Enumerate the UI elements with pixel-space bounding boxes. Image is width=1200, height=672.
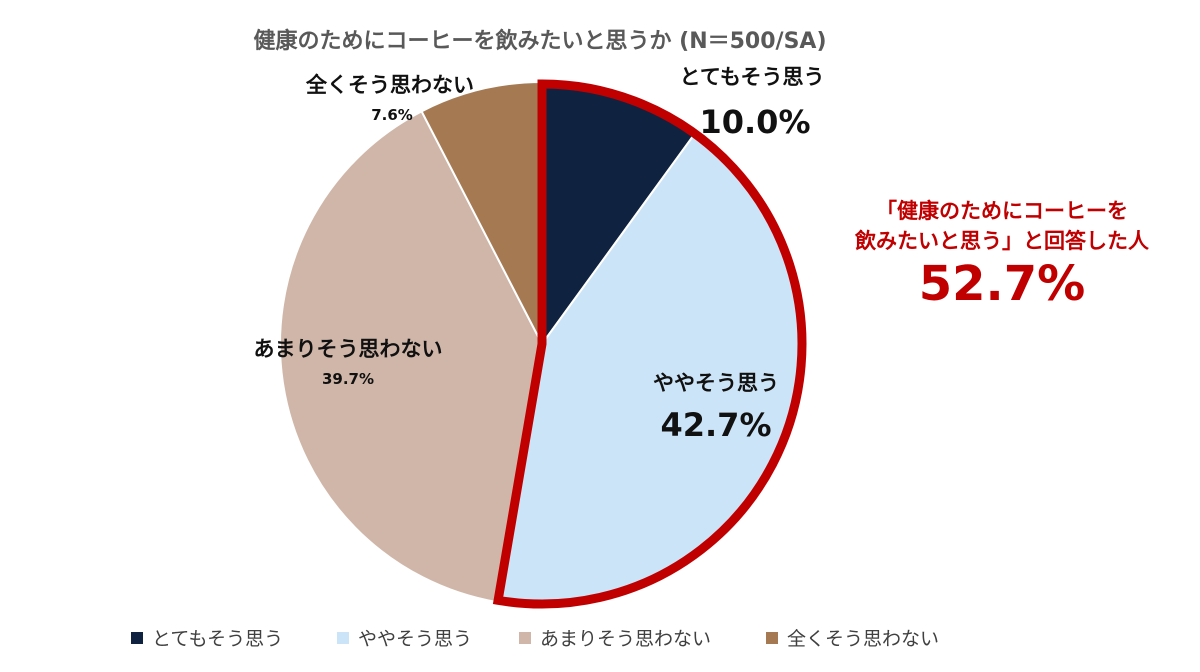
slice-label-amari: あまりそう思わない [254,337,443,361]
callout-line-2: 飲みたいと思う」と回答した人 [854,229,1149,253]
chart-title: 健康のためにコーヒーを飲みたいと思うか (N＝500/SA) [253,28,826,54]
pie-slices [279,80,805,607]
legend-label-mattaku: 全くそう思わない [787,628,939,650]
slice-value-totemo: 10.0% [699,103,810,141]
legend-swatch-mattaku [766,632,778,644]
pie-slice-amari [279,109,544,604]
legend-label-totemo: とてもそう思う [152,628,283,650]
slice-value-mattaku: 7.6% [371,106,413,124]
legend: とてもそう思う ややそう思う あまりそう思わない 全くそう思わない [131,628,939,650]
legend-swatch-amari [519,632,531,644]
slice-value-yaya: 42.7% [660,406,771,444]
legend-swatch-yaya [337,632,349,644]
slice-value-amari: 39.7% [322,370,374,388]
callout-value: 52.7% [919,256,1086,312]
highlight-outline [492,79,807,609]
slice-label-mattaku: 全くそう思わない [305,73,474,97]
legend-swatch-totemo [131,632,143,644]
legend-label-yaya: ややそう思う [358,628,472,650]
slice-label-yaya: ややそう思う [653,371,779,395]
legend-label-amari: あまりそう思わない [540,628,711,650]
callout-line-1: 「健康のためにコーヒーを [876,199,1128,223]
slice-label-totemo: とてもそう思う [680,65,825,89]
